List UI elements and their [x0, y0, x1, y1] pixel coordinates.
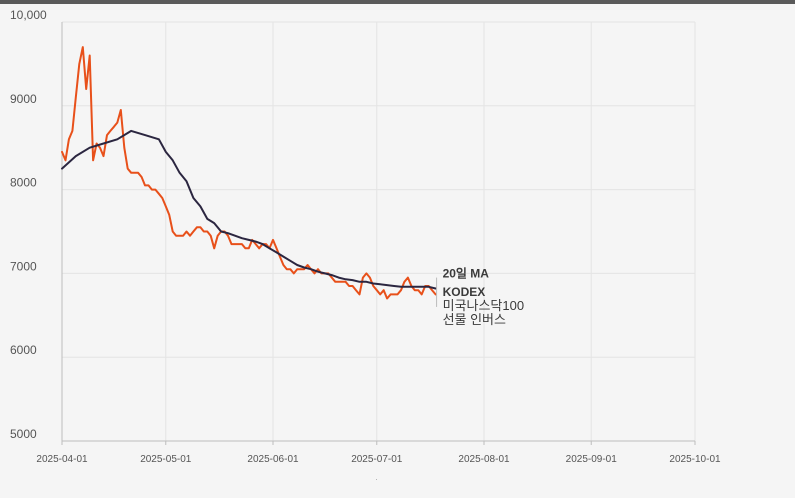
axes: [61, 22, 696, 445]
x-axis-ticks: 2025-04-01 2025-05-01 2025-06-01 2025-07-01…: [36, 454, 721, 465]
series-line-0: [61, 46, 437, 300]
x-tick-label: 2025-10-01: [669, 454, 721, 465]
y-tick-label: 6000: [10, 343, 37, 357]
y-axis-ticks: 10,000 9000 8000 7000 6000 5000: [10, 8, 47, 441]
ma-series-label: 20일 MA: [443, 266, 490, 280]
y-tick-label: 9000: [10, 92, 37, 106]
series-line-1: [61, 129, 437, 290]
kodex-series-label-line: 미국나스닥100: [443, 298, 524, 313]
x-tick-label: 2025-05-01: [140, 454, 192, 465]
x-tick-label: 2025-09-01: [566, 454, 618, 465]
y-tick-label: 8000: [10, 176, 37, 190]
kodex-series-label-line: 선물 인버스: [443, 312, 506, 327]
x-tick-label: 2025-07-01: [351, 454, 403, 465]
kodex-series-label-line: KODEX: [443, 285, 486, 299]
y-tick-label: 10,000: [10, 8, 47, 22]
x-tick-label: 2025-06-01: [247, 454, 299, 465]
x-tick-label: 2025-08-01: [458, 454, 510, 465]
y-tick-label: 5000: [10, 427, 37, 441]
gridlines: [61, 21, 696, 441]
top-border: [0, 0, 795, 4]
x-tick-label: 2025-04-01: [36, 454, 88, 465]
scroll-indicator: ·: [375, 474, 378, 484]
series-lines: [61, 46, 437, 300]
y-tick-label: 7000: [10, 259, 37, 273]
